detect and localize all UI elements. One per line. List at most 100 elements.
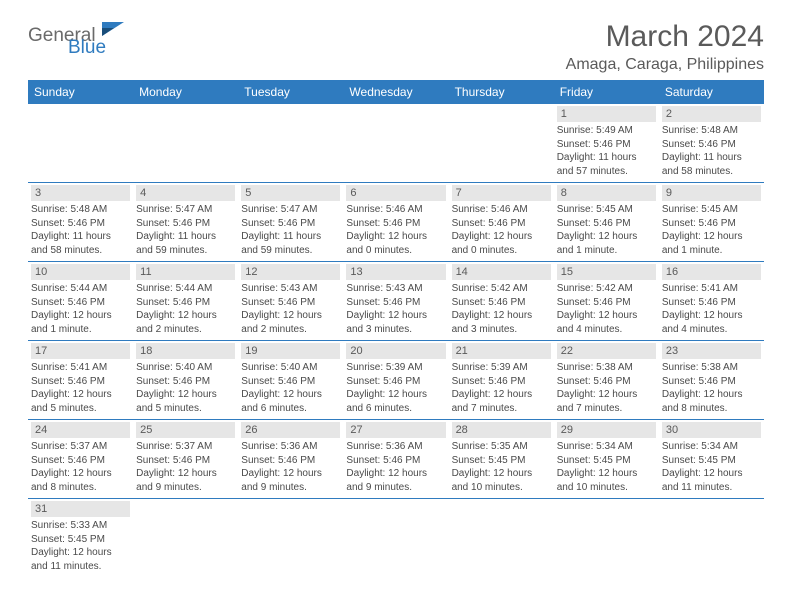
calendar-week-row: 10Sunrise: 5:44 AMSunset: 5:46 PMDayligh… (28, 262, 764, 341)
sunset-line: Sunset: 5:45 PM (452, 454, 551, 468)
day-number: 14 (452, 264, 551, 280)
calendar-day-cell (343, 104, 448, 183)
daylight-line: Daylight: 12 hours and 0 minutes. (346, 230, 445, 257)
calendar-day-cell: 5Sunrise: 5:47 AMSunset: 5:46 PMDaylight… (238, 183, 343, 262)
sunrise-line: Sunrise: 5:38 AM (557, 361, 656, 375)
calendar-day-cell: 9Sunrise: 5:45 AMSunset: 5:46 PMDaylight… (659, 183, 764, 262)
calendar-day-cell: 15Sunrise: 5:42 AMSunset: 5:46 PMDayligh… (554, 262, 659, 341)
sunrise-line: Sunrise: 5:43 AM (241, 282, 340, 296)
day-number: 27 (346, 422, 445, 438)
sunrise-line: Sunrise: 5:33 AM (31, 519, 130, 533)
day-number: 10 (31, 264, 130, 280)
calendar-day-cell: 30Sunrise: 5:34 AMSunset: 5:45 PMDayligh… (659, 420, 764, 499)
day-number: 6 (346, 185, 445, 201)
sunset-line: Sunset: 5:46 PM (452, 217, 551, 231)
calendar-day-cell: 22Sunrise: 5:38 AMSunset: 5:46 PMDayligh… (554, 341, 659, 420)
calendar-day-cell (28, 104, 133, 183)
daylight-line: Daylight: 12 hours and 10 minutes. (557, 467, 656, 494)
sunrise-line: Sunrise: 5:40 AM (241, 361, 340, 375)
calendar-week-row: 3Sunrise: 5:48 AMSunset: 5:46 PMDaylight… (28, 183, 764, 262)
location-subtitle: Amaga, Caraga, Philippines (566, 56, 764, 74)
sunset-line: Sunset: 5:46 PM (346, 375, 445, 389)
sunrise-line: Sunrise: 5:36 AM (241, 440, 340, 454)
title-block: March 2024 Amaga, Caraga, Philippines (566, 20, 764, 74)
daylight-line: Daylight: 12 hours and 7 minutes. (557, 388, 656, 415)
calendar-day-cell: 12 Sunrise: 5:43 AMSunset: 5:46 PMDayligh… (238, 262, 343, 341)
daylight-line: Daylight: 12 hours and 3 minutes. (452, 309, 551, 336)
sunrise-line: Sunrise: 5:41 AM (31, 361, 130, 375)
sunrise-line: Sunrise: 5:43 AM (346, 282, 445, 296)
calendar-day-cell: 25Sunrise: 5:37 AMSunset: 5:46 PMDayligh… (133, 420, 238, 499)
day-number: 12 (241, 264, 340, 280)
sunrise-line: Sunrise: 5:44 AM (136, 282, 235, 296)
weekday-header: Sunday (28, 80, 133, 104)
daylight-line: Daylight: 12 hours and 11 minutes. (31, 546, 130, 573)
daylight-line: Daylight: 12 hours and 8 minutes. (31, 467, 130, 494)
calendar-day-cell (554, 499, 659, 578)
sunset-line: Sunset: 5:46 PM (241, 217, 340, 231)
day-number: 18 (136, 343, 235, 359)
sunset-line: Sunset: 5:46 PM (31, 375, 130, 389)
day-number: 20 (346, 343, 445, 359)
daylight-line: Daylight: 12 hours and 2 minutes. (241, 309, 340, 336)
day-number: 21 (452, 343, 551, 359)
day-number: 30 (662, 422, 761, 438)
calendar-day-cell: 29Sunrise: 5:34 AMSunset: 5:45 PMDayligh… (554, 420, 659, 499)
sunrise-line: Sunrise: 5:41 AM (662, 282, 761, 296)
sunset-line: Sunset: 5:46 PM (452, 296, 551, 310)
daylight-line: Daylight: 12 hours and 6 minutes. (346, 388, 445, 415)
weekday-header: Wednesday (343, 80, 448, 104)
day-number: 15 (557, 264, 656, 280)
day-number: 4 (136, 185, 235, 201)
sunset-line: Sunset: 5:45 PM (557, 454, 656, 468)
day-number: 13 (346, 264, 445, 280)
calendar-day-cell: 19Sunrise: 5:40 AMSunset: 5:46 PMDayligh… (238, 341, 343, 420)
daylight-line: Daylight: 12 hours and 1 minute. (31, 309, 130, 336)
day-number: 3 (31, 185, 130, 201)
sunset-line: Sunset: 5:46 PM (136, 375, 235, 389)
sunset-line: Sunset: 5:46 PM (241, 296, 340, 310)
day-number: 31 (31, 501, 130, 517)
daylight-line: Daylight: 11 hours and 59 minutes. (241, 230, 340, 257)
month-title: March 2024 (566, 20, 764, 54)
daylight-line: Daylight: 11 hours and 57 minutes. (557, 151, 656, 178)
calendar-day-cell (659, 499, 764, 578)
daylight-line: Daylight: 12 hours and 1 minute. (557, 230, 656, 257)
sunrise-line: Sunrise: 5:39 AM (452, 361, 551, 375)
calendar-day-cell: 20Sunrise: 5:39 AMSunset: 5:46 PMDayligh… (343, 341, 448, 420)
sunset-line: Sunset: 5:45 PM (662, 454, 761, 468)
calendar-week-row: 17Sunrise: 5:41 AMSunset: 5:46 PMDayligh… (28, 341, 764, 420)
day-number: 25 (136, 422, 235, 438)
day-number: 26 (241, 422, 340, 438)
sunset-line: Sunset: 5:46 PM (557, 138, 656, 152)
daylight-line: Daylight: 12 hours and 8 minutes. (662, 388, 761, 415)
calendar-day-cell: 10Sunrise: 5:44 AMSunset: 5:46 PMDayligh… (28, 262, 133, 341)
sunset-line: Sunset: 5:46 PM (557, 296, 656, 310)
daylight-line: Daylight: 12 hours and 9 minutes. (241, 467, 340, 494)
daylight-line: Daylight: 12 hours and 11 minutes. (662, 467, 761, 494)
sunrise-line: Sunrise: 5:46 AM (452, 203, 551, 217)
daylight-line: Daylight: 12 hours and 7 minutes. (452, 388, 551, 415)
calendar-day-cell: 24Sunrise: 5:37 AMSunset: 5:46 PMDayligh… (28, 420, 133, 499)
sunrise-line: Sunrise: 5:37 AM (31, 440, 130, 454)
calendar-week-row: 24Sunrise: 5:37 AMSunset: 5:46 PMDayligh… (28, 420, 764, 499)
sunrise-line: Sunrise: 5:36 AM (346, 440, 445, 454)
weekday-header: Monday (133, 80, 238, 104)
daylight-line: Daylight: 11 hours and 58 minutes. (662, 151, 761, 178)
sunrise-line: Sunrise: 5:47 AM (136, 203, 235, 217)
calendar-body: 1Sunrise: 5:49 AMSunset: 5:46 PMDaylight… (28, 104, 764, 577)
sunset-line: Sunset: 5:46 PM (662, 138, 761, 152)
weekday-header: Tuesday (238, 80, 343, 104)
day-number: 28 (452, 422, 551, 438)
calendar-day-cell: 21Sunrise: 5:39 AMSunset: 5:46 PMDayligh… (449, 341, 554, 420)
calendar-day-cell: 31Sunrise: 5:33 AMSunset: 5:45 PMDayligh… (28, 499, 133, 578)
sunrise-line: Sunrise: 5:48 AM (662, 124, 761, 138)
brand-logo: General Blue (28, 20, 126, 59)
calendar-week-row: 31Sunrise: 5:33 AMSunset: 5:45 PMDayligh… (28, 499, 764, 578)
daylight-line: Daylight: 12 hours and 4 minutes. (662, 309, 761, 336)
daylight-line: Daylight: 11 hours and 58 minutes. (31, 230, 130, 257)
calendar-day-cell: 1Sunrise: 5:49 AMSunset: 5:46 PMDaylight… (554, 104, 659, 183)
calendar-day-cell: 11Sunrise: 5:44 AMSunset: 5:46 PMDayligh… (133, 262, 238, 341)
day-number: 22 (557, 343, 656, 359)
sunset-line: Sunset: 5:46 PM (662, 217, 761, 231)
